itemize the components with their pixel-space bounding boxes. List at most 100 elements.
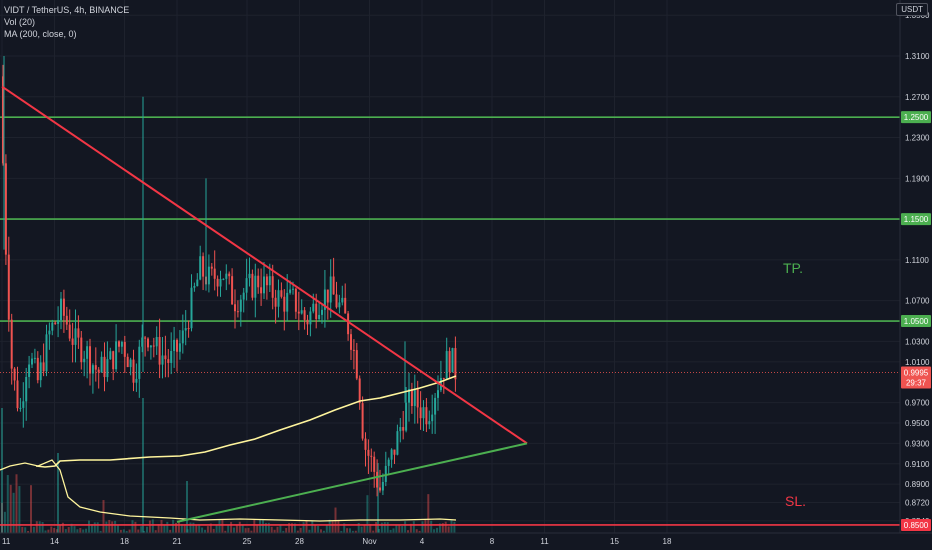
volume-bar bbox=[76, 529, 79, 533]
volume-bar bbox=[12, 492, 15, 533]
level-price-tag[interactable] bbox=[901, 111, 931, 124]
candle-body bbox=[442, 377, 445, 379]
price-axis-bg bbox=[900, 0, 932, 533]
volume-bar bbox=[198, 524, 201, 533]
tp-annotation[interactable]: TP. bbox=[783, 260, 803, 276]
candle-body bbox=[115, 341, 118, 370]
currency-label[interactable]: USDT bbox=[896, 3, 928, 16]
time-axis[interactable]: 11 14 18 21 25 28 Nov 4 8 11 15 18 bbox=[0, 532, 932, 550]
volume-bar bbox=[1, 408, 3, 533]
candle-body bbox=[422, 407, 425, 419]
annotations[interactable]: TP. SL. bbox=[783, 260, 806, 509]
candle-body bbox=[370, 455, 373, 457]
volume-bar bbox=[415, 529, 418, 533]
candle-body bbox=[265, 276, 268, 286]
descending-resistance-trendline[interactable] bbox=[1, 85, 528, 445]
volume-bar bbox=[288, 523, 291, 533]
volume-bar bbox=[195, 524, 198, 533]
candle-body bbox=[315, 303, 318, 319]
candle-body bbox=[129, 359, 132, 368]
candle-body bbox=[405, 402, 408, 431]
volume-indicator-label[interactable]: Vol (20) bbox=[4, 17, 36, 27]
candle-body bbox=[193, 286, 196, 288]
candle-body bbox=[373, 456, 376, 472]
volume-bar bbox=[90, 524, 93, 533]
level-price-tag[interactable] bbox=[901, 213, 931, 226]
volume-bar bbox=[433, 529, 436, 533]
symbol-label[interactable]: VIDT / TetherUS, 4h, BINANCE bbox=[4, 5, 130, 15]
level-price-tag[interactable] bbox=[901, 315, 931, 328]
candle-body bbox=[39, 362, 42, 381]
volume-bar bbox=[163, 524, 166, 533]
volume-bar bbox=[441, 523, 444, 533]
current-price-tag[interactable] bbox=[901, 366, 931, 389]
level-price-tag-label: 1.1500 bbox=[904, 215, 929, 224]
candle-body bbox=[80, 337, 83, 363]
sl-annotation[interactable]: SL. bbox=[785, 493, 806, 509]
countdown-label: 29:37 bbox=[906, 379, 927, 388]
candle-body bbox=[448, 351, 451, 373]
candle-body bbox=[2, 76, 4, 164]
ma-indicator-label[interactable]: MA (200, close, 0) bbox=[4, 29, 77, 39]
candle-body bbox=[222, 278, 225, 280]
ascending-support-trendline[interactable] bbox=[176, 442, 528, 523]
candle-body bbox=[268, 276, 271, 286]
volume-bar bbox=[395, 524, 398, 533]
candle-body bbox=[123, 341, 126, 357]
volume-bar bbox=[143, 530, 146, 533]
volume-bar bbox=[354, 530, 357, 533]
volume-bar bbox=[380, 522, 383, 533]
candle-body bbox=[381, 481, 384, 491]
price-tick-label: 1.0300 bbox=[905, 337, 930, 346]
volume-bar bbox=[392, 528, 395, 533]
candle-body bbox=[51, 322, 54, 331]
chart-legend: VIDT / TetherUS, 4h, BINANCE Vol (20) MA… bbox=[4, 4, 129, 40]
volume-bar bbox=[407, 530, 409, 533]
candle-body bbox=[13, 368, 16, 381]
level-price-tag[interactable] bbox=[901, 518, 931, 531]
candle-body bbox=[181, 330, 184, 344]
candle-body bbox=[283, 296, 286, 312]
candle-body bbox=[176, 339, 178, 352]
volume-bar bbox=[241, 524, 244, 533]
volume-bar bbox=[134, 521, 137, 533]
candlesticks bbox=[2, 55, 457, 497]
volume-bar bbox=[256, 525, 259, 533]
candle-body bbox=[45, 334, 48, 372]
volume-bar bbox=[82, 529, 85, 533]
time-tick-label: 28 bbox=[295, 537, 304, 546]
volume-bar bbox=[372, 530, 375, 533]
time-tick-label: 21 bbox=[173, 537, 182, 546]
volume-bar bbox=[337, 519, 340, 533]
candle-body bbox=[144, 337, 147, 339]
volume-bar bbox=[53, 527, 56, 533]
volume-bar bbox=[317, 525, 320, 533]
volume-bar bbox=[73, 526, 76, 533]
price-axis[interactable]: 1.35001.31001.27001.23001.19001.11001.07… bbox=[899, 0, 932, 533]
volume-bar bbox=[366, 495, 369, 533]
candle-body bbox=[387, 459, 390, 466]
price-tick-label: 0.9100 bbox=[905, 460, 930, 469]
candle-body bbox=[152, 345, 155, 347]
trendlines[interactable] bbox=[1, 85, 528, 523]
volume-bar bbox=[32, 526, 35, 533]
price-tick-label: 1.1100 bbox=[905, 256, 929, 265]
volume-bar bbox=[140, 526, 143, 533]
candle-body bbox=[236, 311, 239, 313]
candle-body bbox=[213, 268, 216, 279]
price-tick-label: 1.0100 bbox=[905, 358, 930, 367]
volume-bar bbox=[409, 523, 412, 533]
volume-bar bbox=[35, 521, 38, 533]
volume-bar bbox=[340, 530, 343, 533]
candle-body bbox=[257, 275, 260, 288]
candle-body bbox=[141, 337, 144, 347]
volume-bar bbox=[436, 527, 438, 533]
volume-bar bbox=[15, 474, 18, 533]
volume-bar bbox=[230, 521, 233, 533]
volume-bar bbox=[142, 398, 144, 533]
candle-body bbox=[312, 303, 315, 312]
candle-body bbox=[234, 304, 236, 312]
